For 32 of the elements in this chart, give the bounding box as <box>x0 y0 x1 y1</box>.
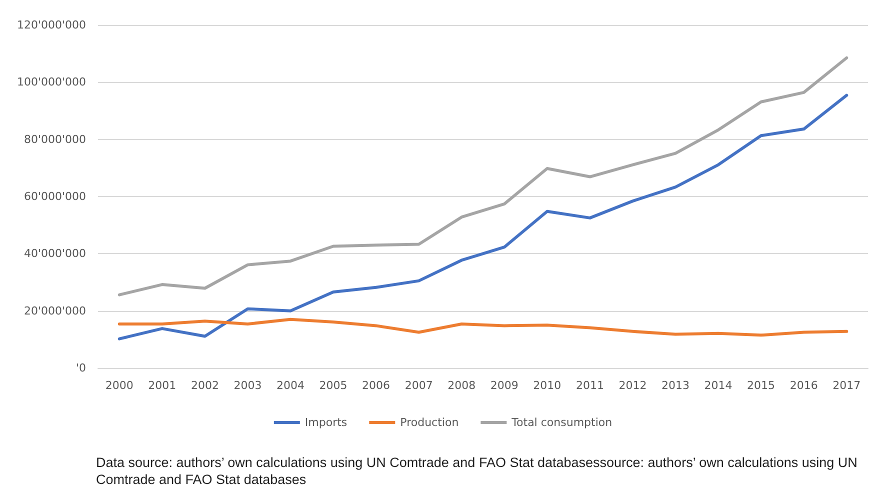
x-tick-label: 2011 <box>576 379 604 392</box>
x-tick-label: 2013 <box>662 379 690 392</box>
legend-label: Production <box>400 416 459 429</box>
y-tick-label: 20'000'000 <box>24 304 86 318</box>
x-tick-label: 2007 <box>404 379 433 392</box>
line-series <box>118 94 848 340</box>
x-tick-label: 2015 <box>747 379 776 392</box>
legend-label: Imports <box>304 416 348 429</box>
y-tick-label: 80'000'000 <box>24 132 86 146</box>
x-tick-label: 2004 <box>276 379 304 392</box>
x-tick-label: 2002 <box>190 379 219 392</box>
y-tick-label: 40'000'000 <box>24 247 86 260</box>
x-tick-label: 2009 <box>490 379 518 392</box>
x-tick-label: 2014 <box>704 379 732 392</box>
source-note: Data source: authors’ own calculations using UN Comtrade and FAO Stat databasessource: authors’ own calculations using UN Comtrade and FAO Stat databases <box>96 455 862 487</box>
x-tick-label: 2017 <box>832 379 861 392</box>
line-series <box>118 318 848 337</box>
y-tick-label: '0 <box>76 362 86 374</box>
x-tick-label: 2005 <box>319 379 348 392</box>
x-tick-label: 2003 <box>234 379 262 392</box>
legend-label: Total consumption <box>510 416 612 429</box>
x-tick-label: 2001 <box>148 379 176 392</box>
x-tick-label: 2008 <box>448 379 476 392</box>
x-tick-label: 2006 <box>362 379 390 392</box>
y-tick-label: 60'000'000 <box>24 190 86 203</box>
y-tick-label: 100'000'000 <box>16 76 86 89</box>
x-tick-label: 2012 <box>618 379 647 392</box>
x-tick-label: 2000 <box>105 379 134 392</box>
x-tick-label: 2010 <box>533 379 562 392</box>
y-tick-label: 120'000'000 <box>16 18 86 32</box>
x-tick-label: 2016 <box>790 379 818 392</box>
line-series <box>118 56 848 296</box>
